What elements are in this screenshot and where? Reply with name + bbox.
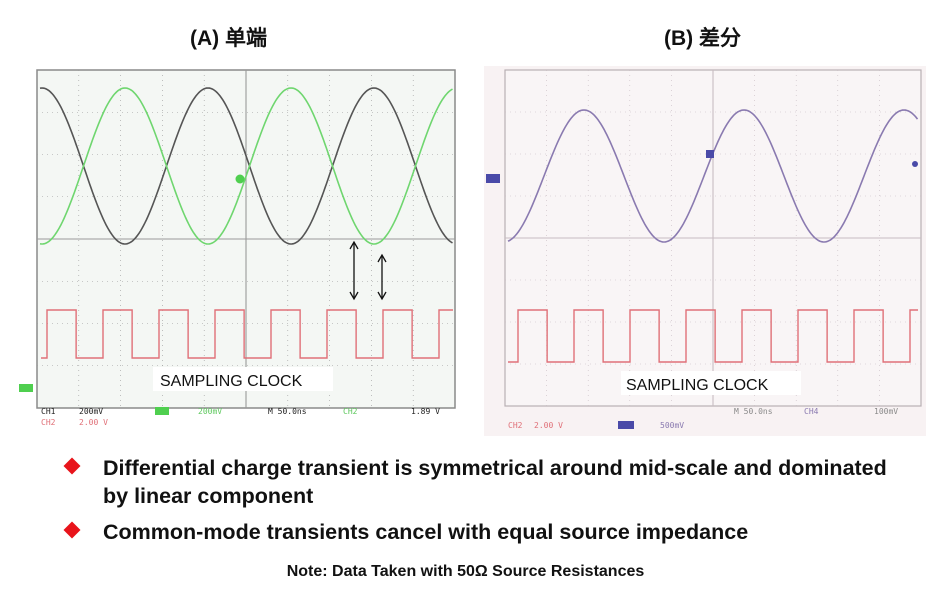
status-timebase-b: M 50.0ns xyxy=(734,407,773,416)
status-trigger-source-a: CH2 xyxy=(343,407,358,416)
status-ch2-b: CH2 xyxy=(508,421,523,430)
single-ended-trace-green xyxy=(39,87,453,245)
sampling-clock-trace-b xyxy=(508,309,918,363)
clock-label-a: SAMPLING CLOCK xyxy=(160,373,303,390)
scope-differential: SAMPLING CLOCK M 50.0ns CH4 100mV CH2 2.… xyxy=(484,66,926,436)
status-ch1-a: CH1 xyxy=(41,407,56,416)
status-trigger-level-a: 1.89 V xyxy=(411,407,440,416)
single-ended-trace-gray xyxy=(39,87,453,245)
red-diamond-icon xyxy=(63,521,81,539)
scope-a-graticule xyxy=(37,70,455,408)
scope-a-status-bar: CH1 200mV 200mV M 50.0ns CH2 1.89 V CH2 … xyxy=(41,407,440,427)
status-ch1-scale-a: 200mV xyxy=(79,407,103,416)
status-timebase-a: M 50.0ns xyxy=(268,407,307,416)
status-math-scale-b: 500mV xyxy=(660,421,684,430)
status-ch2-scale-green: 200mV xyxy=(198,407,222,416)
status-math-badge-b xyxy=(618,421,634,429)
transient-arrow-1 xyxy=(349,240,359,301)
transient-arrow-2 xyxy=(377,253,387,301)
channel-marker-a xyxy=(19,384,33,392)
status-ch2-a: CH2 xyxy=(41,418,56,427)
scope-single-ended: SAMPLING CLOCK CH1 200mV 200mV M 50.0ns … xyxy=(19,69,456,427)
scope-b-status-bar: M 50.0ns CH4 100mV CH2 2.00 V 500mV xyxy=(508,407,898,430)
status-ch2-scale-b: 2.00 V xyxy=(534,421,563,430)
trigger-level-marker-b xyxy=(912,161,918,167)
footnote: Note: Data Taken with 50Ω Source Resista… xyxy=(286,563,645,580)
status-ch2-badge-a xyxy=(155,407,169,415)
panel-b-title: (B) 差分 xyxy=(664,27,741,50)
clock-label-bg-b xyxy=(621,371,801,395)
panel-a-title: (A) 单端 xyxy=(190,27,267,50)
sampling-clock-trace-a xyxy=(41,309,453,359)
status-trigger-source-b: CH4 xyxy=(804,407,819,416)
trigger-marker-b xyxy=(706,150,714,158)
status-ch2-scale-a: 2.00 V xyxy=(79,418,108,427)
bullet-text: Common-mode transients cancel with equal… xyxy=(103,520,749,544)
bullet-text: Differential charge transient is symmetr… xyxy=(103,456,887,508)
clock-label-bg-a xyxy=(153,367,333,391)
red-diamond-icon xyxy=(63,457,81,475)
trigger-marker-a xyxy=(235,174,245,184)
clock-label-b: SAMPLING CLOCK xyxy=(626,377,769,394)
channel-marker-b xyxy=(486,174,500,183)
status-trigger-level-b: 100mV xyxy=(874,407,898,416)
